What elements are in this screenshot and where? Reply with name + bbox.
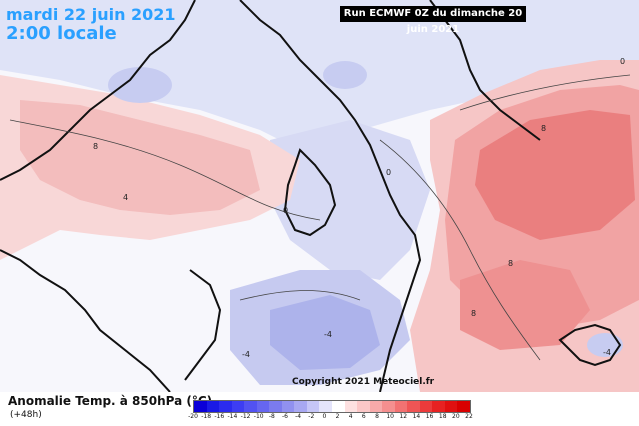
contour-label: 8	[93, 142, 98, 151]
color-scale-cell	[382, 401, 395, 412]
coastline-british-isles	[283, 148, 337, 237]
warm-anomaly-east-core	[475, 110, 635, 240]
cold-patch-1	[108, 67, 172, 103]
color-scale-label: 8	[375, 413, 379, 420]
color-scale-label: -14	[227, 413, 238, 420]
color-scale-cell	[357, 401, 370, 412]
contour-label: -4	[324, 330, 332, 339]
color-scale-label: -6	[282, 413, 288, 420]
color-scale-cell	[306, 401, 320, 412]
color-scale	[193, 400, 471, 413]
color-scale-label: 0	[322, 413, 327, 420]
color-scale-cell	[281, 401, 295, 412]
cold-anomaly-core	[270, 295, 380, 370]
color-scale-label: 20	[452, 413, 460, 420]
forecast-time: 2:00 locale	[6, 23, 117, 44]
color-scale-cell	[457, 401, 471, 412]
color-scale-label: -18	[201, 413, 212, 420]
contour-label: 8	[508, 259, 513, 268]
coastline-scandinavia	[429, 0, 541, 141]
color-scale-label: 18	[438, 413, 447, 420]
cold-patch-3	[587, 333, 623, 357]
coastline-black-sea	[558, 323, 622, 367]
color-scale-cell	[206, 401, 220, 412]
contour-label: -4	[242, 350, 250, 359]
color-scale-label: 22	[465, 413, 473, 420]
contour-label: -4	[603, 348, 611, 357]
color-scale-label: -20	[188, 413, 198, 420]
color-scale-cell	[269, 401, 282, 412]
coastline-western-europe	[239, 0, 422, 392]
warm-anomaly-southeast	[460, 260, 590, 350]
coastlines	[0, 0, 622, 392]
legend-title: Anomalie Temp. à 850hPa (°C)	[8, 394, 213, 408]
model-run-label: Run ECMWF 0Z du dimanche 20 juin 2021	[340, 6, 526, 35]
color-scale-cell	[394, 401, 408, 412]
color-scale-cell	[244, 401, 257, 412]
color-scale-label: 14	[412, 413, 421, 420]
color-scale-cell	[332, 401, 345, 412]
color-scale-cell	[294, 401, 307, 412]
contour-4	[239, 290, 361, 301]
contours	[9, 74, 631, 361]
contour-label: 0	[283, 206, 288, 215]
color-scale-cell	[444, 401, 458, 412]
forecast-lead: (+48h)	[10, 410, 42, 420]
color-scale-label: 16	[425, 413, 434, 420]
color-scale-cell	[319, 401, 333, 412]
color-scale-cell	[344, 401, 358, 412]
color-scale-label: -12	[240, 413, 251, 420]
copyright-text: Copyright 2021 Meteociel.fr	[292, 377, 435, 387]
color-scale-label: 4	[348, 413, 353, 420]
cold-anomaly-north	[0, 0, 639, 150]
forecast-date: mardi 22 juin 2021	[6, 5, 176, 24]
coastline-greenland	[0, 0, 196, 181]
color-scale-cell	[256, 401, 270, 412]
contour-label-group: 8 4 0 0 8 8 8 -4 0 -4 -4	[93, 57, 625, 359]
color-scale-cell	[419, 401, 433, 412]
contour-label: 0	[386, 168, 391, 177]
color-scale-label: 10	[386, 413, 394, 420]
color-scale-label: 6	[361, 413, 366, 420]
color-scale-cell	[432, 401, 445, 412]
coastline-iceland-area	[184, 269, 222, 381]
contour-label: 8	[541, 124, 546, 133]
color-scale-label: 2	[335, 413, 340, 420]
temperature-anomaly-map: 8 4 0 0 8 8 8 -4 0 -4 -4	[0, 0, 639, 392]
contour-label: 8	[471, 309, 476, 318]
contour-3	[459, 74, 631, 111]
contour-2	[379, 139, 541, 361]
color-scale-label: 12	[399, 413, 408, 420]
color-scale-label: -10	[253, 413, 264, 420]
warm-anomaly-west-core	[20, 100, 260, 215]
contour-label: 0	[620, 57, 625, 66]
color-scale-labels: -20 -18 -16 -14 -12 -10 -8 -6 -4 -2 0 2 4 6 8 10 12 14 16 1…	[188, 413, 473, 423]
legend-bar: Anomalie Temp. à 850hPa (°C) (+48h) -20-…	[0, 392, 639, 426]
color-scale-label: -2	[308, 413, 315, 420]
color-scale-label: -4	[295, 413, 302, 420]
color-scale-cell	[219, 401, 232, 412]
contour-label: 4	[123, 193, 128, 202]
color-scale-cell	[231, 401, 245, 412]
color-scale-cell	[369, 401, 383, 412]
contour-1	[9, 119, 321, 221]
cold-patch-2	[323, 61, 367, 89]
color-scale-label: -16	[214, 413, 225, 420]
color-scale-cell	[194, 401, 207, 412]
color-scale-label: -8	[268, 413, 275, 420]
color-scale-cell	[407, 401, 420, 412]
coastline-north-america	[0, 249, 171, 392]
